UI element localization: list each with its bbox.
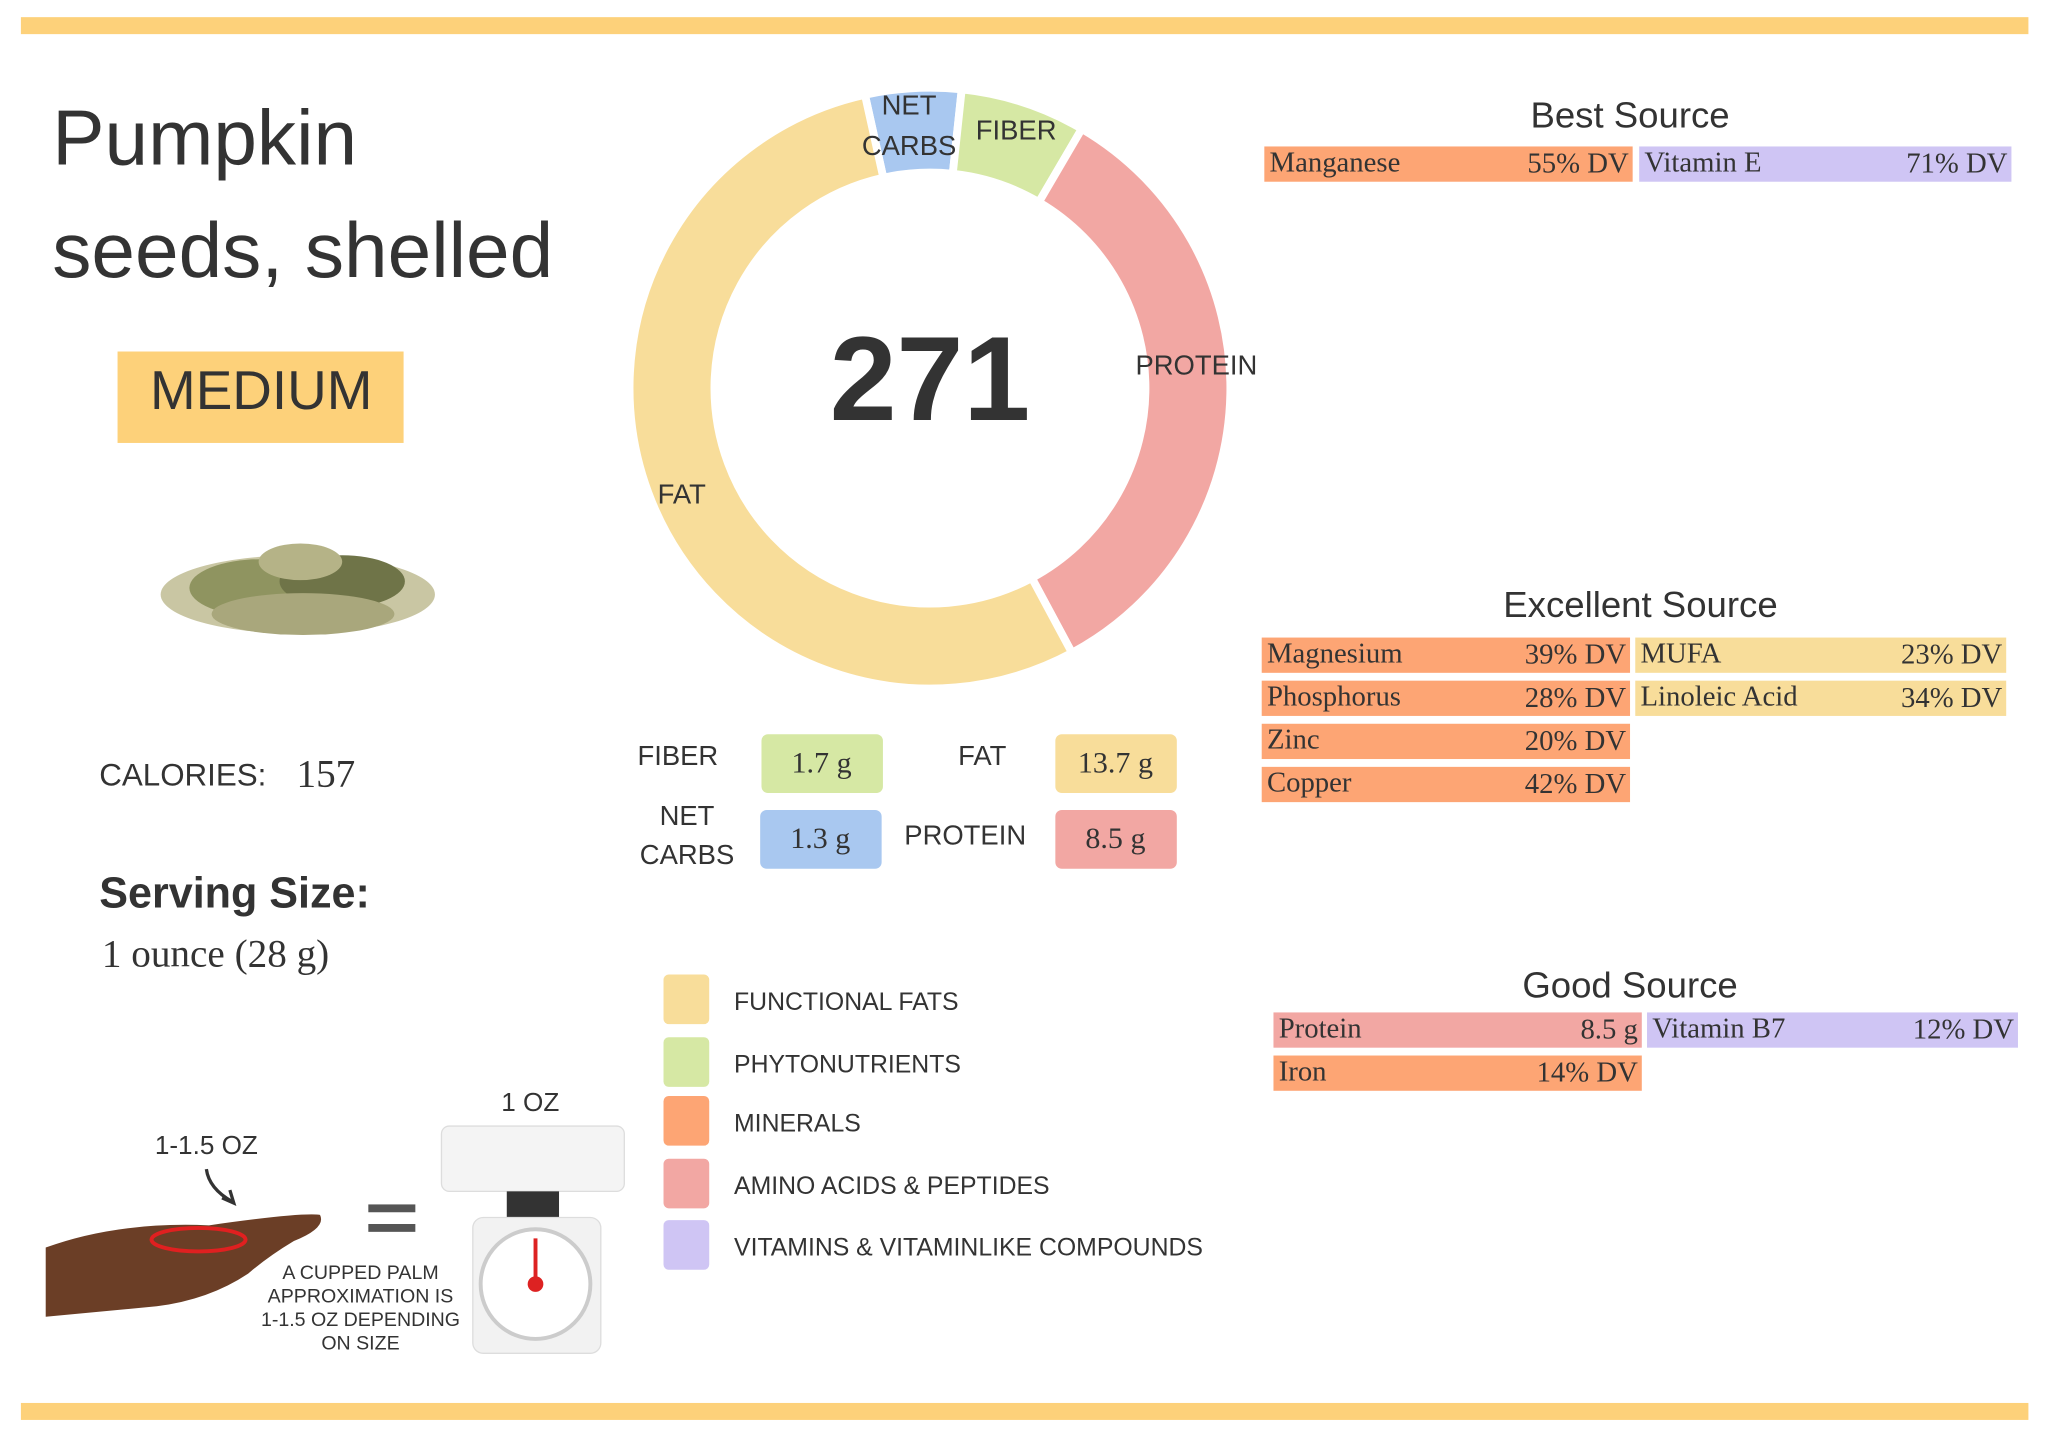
source-heading: Best Source xyxy=(1530,94,1729,135)
portion-note: ON SIZE xyxy=(321,1332,399,1354)
donut-segment xyxy=(625,90,1078,693)
nutrient-name: Linoleic Acid xyxy=(1640,681,1798,713)
macro-value: 13.7 g xyxy=(1078,746,1153,779)
source-bar xyxy=(1261,766,1631,803)
source-bar xyxy=(1273,1012,1642,1048)
donut-label: FAT xyxy=(658,479,706,510)
legend-swatch xyxy=(663,974,710,1025)
nutrient-value: 39% DV xyxy=(1525,639,1627,671)
legend-swatch xyxy=(663,1158,710,1209)
source-heading: Excellent Source xyxy=(1503,584,1777,625)
legend-label: PHYTONUTRIENTS xyxy=(734,1052,961,1079)
source-bar xyxy=(1261,723,1631,760)
donut-segment xyxy=(1026,123,1235,659)
source-bar xyxy=(1261,680,1631,716)
nutrient-value: 42% DV xyxy=(1525,768,1627,800)
portion-illustration xyxy=(45,1125,625,1354)
source-bar xyxy=(1639,146,2012,182)
source-bar xyxy=(1261,637,1631,673)
macro-pill xyxy=(761,734,883,793)
nutrient-value: 12% DV xyxy=(1913,1014,2015,1046)
nutrient-name: Zinc xyxy=(1267,724,1320,756)
legend-label: VITAMINS & VITAMINLIKE COMPOUNDS xyxy=(734,1234,1203,1261)
macro-value: 1.3 g xyxy=(790,822,850,855)
title-line: Pumpkin xyxy=(52,94,357,182)
nutrient-value: 14% DV xyxy=(1537,1057,1639,1089)
calories-label: CALORIES: xyxy=(99,758,266,793)
nutrient-name: Vitamin E xyxy=(1644,146,1761,178)
portion-note: 1-1.5 OZ DEPENDING xyxy=(261,1309,460,1331)
source-bar xyxy=(1647,1012,2018,1048)
bottom-bar xyxy=(20,1402,2029,1420)
legend-label: MINERALS xyxy=(734,1110,861,1137)
portion-note: APPROXIMATION IS xyxy=(268,1285,454,1307)
macro-pill xyxy=(1055,809,1177,869)
source-heading: Good Source xyxy=(1522,964,1737,1005)
legend-label: FUNCTIONAL FATS xyxy=(734,989,959,1016)
donut-label: FIBER xyxy=(976,114,1057,145)
nutrient-value: 8.5 g xyxy=(1580,1014,1637,1046)
source-bar xyxy=(1273,1055,1642,1091)
legend-swatch xyxy=(663,1220,710,1270)
top-bar xyxy=(20,17,2029,35)
serving-label: Serving Size: xyxy=(99,870,370,918)
nutrient-name: Protein xyxy=(1279,1012,1362,1044)
macro-name: PROTEIN xyxy=(904,820,1026,851)
macro-name: FIBER xyxy=(638,740,719,771)
macro-pill xyxy=(760,809,882,869)
nutrient-name: Iron xyxy=(1279,1055,1327,1087)
macro-name: NET xyxy=(660,800,715,831)
nutrient-value: 20% DV xyxy=(1525,725,1627,757)
calories-value: 157 xyxy=(296,752,355,795)
nutrient-name: Copper xyxy=(1267,767,1352,799)
donut-label: NET xyxy=(882,90,937,121)
macro-value: 1.7 g xyxy=(792,746,852,779)
nutrient-name: Manganese xyxy=(1270,146,1401,178)
nutrient-value: 23% DV xyxy=(1901,639,2003,671)
nutrient-value: 34% DV xyxy=(1901,682,2003,714)
source-bar xyxy=(1635,637,2007,673)
scale-label: 1 OZ xyxy=(501,1087,559,1117)
donut-center: 271 xyxy=(830,312,1030,446)
nutrient-value: 71% DV xyxy=(1906,148,2008,180)
donut-label: PROTEIN xyxy=(1135,349,1257,380)
nutrient-name: Vitamin B7 xyxy=(1652,1012,1785,1044)
macro-value: 8.5 g xyxy=(1085,822,1145,855)
rating-badge xyxy=(117,351,404,443)
macro-pill xyxy=(1055,734,1177,793)
legend-label: AMINO ACIDS & PEPTIDES xyxy=(734,1173,1050,1200)
nutrient-name: Phosphorus xyxy=(1267,681,1401,713)
portion-note: A CUPPED PALM xyxy=(282,1262,438,1284)
nutrient-value: 55% DV xyxy=(1527,148,1629,180)
source-bar xyxy=(1264,146,1633,182)
seeds-image xyxy=(160,543,435,635)
legend-swatch xyxy=(663,1096,710,1146)
title-line: seeds, shelled xyxy=(52,206,553,294)
macro-name: CARBS xyxy=(640,839,734,870)
nutrient-name: MUFA xyxy=(1640,637,1721,669)
nutrient-value: 28% DV xyxy=(1525,682,1627,714)
hand-label: 1-1.5 OZ xyxy=(155,1130,258,1160)
rating: MEDIUM xyxy=(150,359,372,421)
source-bar xyxy=(1635,680,2007,716)
serving-value: 1 ounce (28 g) xyxy=(102,933,329,976)
legend-swatch xyxy=(663,1037,710,1087)
macro-name: FAT xyxy=(958,740,1006,771)
nutrient-name: Magnesium xyxy=(1267,637,1403,669)
donut-label: CARBS xyxy=(862,130,956,161)
